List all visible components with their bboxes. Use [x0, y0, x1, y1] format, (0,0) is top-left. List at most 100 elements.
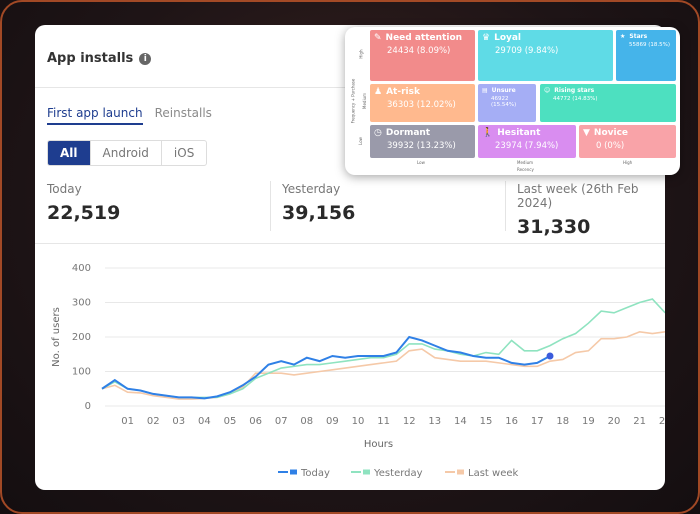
- y-tick-label: 200: [72, 332, 91, 343]
- segment-at-risk[interactable]: ♟ At-risk 36303 (12.02%): [370, 84, 475, 122]
- current-point-marker[interactable]: [546, 352, 554, 360]
- stat-label: Last week (26th Feb 2024): [517, 182, 639, 210]
- x-tick-label: 12: [403, 416, 416, 427]
- segment-stars[interactable]: ★ Stars 55869 (18.5%): [616, 30, 676, 81]
- crown-icon: ♛: [482, 33, 491, 43]
- series-line-today: [101, 335, 551, 400]
- tab-first-app-launch[interactable]: First app launch: [47, 106, 143, 125]
- x-tick-label: 08: [300, 416, 313, 427]
- series-line-yesterday: [101, 298, 665, 399]
- segment-value: 23974 (7.94%): [495, 141, 559, 151]
- x-tick-label: 17: [531, 416, 544, 427]
- x-tick-label: 07: [275, 416, 288, 427]
- card-title: App installs: [47, 51, 134, 66]
- user-circle-icon: ☺: [544, 87, 551, 94]
- segment-name: Dormant: [385, 128, 431, 138]
- x-tick-label: 02: [147, 416, 160, 427]
- x-tick-label: 01: [121, 416, 134, 427]
- x-axis-label: Recency: [517, 167, 534, 172]
- segment-value: 44772 (14.83%): [553, 96, 598, 102]
- x-tick-label: 14: [454, 416, 467, 427]
- legend-item[interactable]: Last week: [468, 468, 518, 479]
- divider: [270, 181, 271, 231]
- series-line-last-week: [101, 331, 665, 400]
- timer-icon: ◷: [374, 128, 382, 138]
- segment-novice[interactable]: ▼ Novice 0 (0%): [579, 125, 676, 158]
- y-tick-label: High: [358, 49, 364, 59]
- segment-value: 24434 (8.09%): [387, 46, 451, 56]
- platform-filter: All Android iOS: [47, 140, 208, 166]
- x-tick-label: 16: [505, 416, 518, 427]
- x-tick-label: 10: [352, 416, 365, 427]
- legend-item[interactable]: Yesterday: [373, 468, 423, 479]
- star-icon: ★: [620, 33, 626, 40]
- filter-all[interactable]: All: [48, 141, 91, 165]
- segment-need-attention[interactable]: ✎ Need attention 24434 (8.09%): [370, 30, 475, 81]
- stat-label: Today: [47, 182, 82, 196]
- segment-rising-stars[interactable]: ☺ Rising stars 44772 (14.83%): [540, 84, 676, 122]
- segment-name: Rising stars: [554, 87, 595, 94]
- segment-value: 0 (0%): [596, 141, 625, 151]
- segment-value: 55869 (18.5%): [629, 42, 671, 48]
- segment-name: At-risk: [386, 87, 420, 97]
- y-tick-label: 400: [72, 263, 91, 274]
- bell-icon: ♟: [374, 87, 383, 97]
- walking-icon: 🚶: [482, 128, 494, 138]
- list-icon: ▤: [482, 87, 488, 94]
- x-axis-label: Hours: [364, 439, 393, 450]
- info-icon[interactable]: i: [139, 52, 152, 65]
- segment-name: Need attention: [385, 33, 463, 43]
- card-header: App installs i: [47, 51, 152, 66]
- segment-dormant[interactable]: ◷ Dormant 39932 (13.23%): [370, 125, 475, 158]
- stat-yesterday: Yesterday 39,156: [282, 182, 355, 224]
- segment-hesitant[interactable]: 🚶 Hesitant 23974 (7.94%): [478, 125, 576, 158]
- segment-name: Hesitant: [497, 128, 541, 138]
- segment-value: 29709 (9.84%): [495, 46, 559, 56]
- tabs: First app launch Reinstalls: [47, 106, 212, 125]
- segment-unsure[interactable]: ▤ Unsure 46922 (15.54%): [478, 84, 536, 122]
- x-tick-label: High: [623, 160, 633, 165]
- y-tick-label: 0: [85, 401, 91, 412]
- legend-swatch: [363, 469, 370, 475]
- segment-value: 39932 (13.23%): [387, 141, 456, 151]
- pin-icon: ✎: [374, 33, 382, 43]
- x-tick-label: 19: [582, 416, 595, 427]
- x-tick-label: 05: [224, 416, 237, 427]
- tab-reinstalls[interactable]: Reinstalls: [154, 106, 212, 120]
- x-tick-label: 11: [377, 416, 390, 427]
- x-tick-label: 15: [480, 416, 493, 427]
- y-tick-label: 300: [72, 298, 91, 309]
- segment-value: 46922 (15.54%): [491, 96, 517, 108]
- filter-android[interactable]: Android: [91, 141, 162, 165]
- legend-item[interactable]: Today: [300, 468, 330, 479]
- y-tick-label: 100: [72, 367, 91, 378]
- y-tick-label: Low: [357, 137, 363, 145]
- x-tick-label: Medium: [517, 160, 533, 165]
- installs-line-chart: 0 100 200 300 400 01 02 03 04 05 06 07 08 09 10 11 12 13 1…: [51, 263, 665, 479]
- legend-swatch: [290, 469, 297, 475]
- x-tick-label: 04: [198, 416, 211, 427]
- divider: [35, 243, 665, 244]
- stat-label: Yesterday: [282, 182, 341, 196]
- segment-name: Loyal: [494, 33, 522, 43]
- x-tick-label: 09: [326, 416, 339, 427]
- x-tick-label: 21: [633, 416, 646, 427]
- legend-swatch: [457, 469, 464, 475]
- segment-loyal[interactable]: ♛ Loyal 29709 (9.84%): [478, 30, 613, 81]
- segment-value: 36303 (12.02%): [387, 100, 456, 110]
- x-tick-label: 06: [249, 416, 262, 427]
- y-axis-label: No. of users: [51, 307, 62, 367]
- segment-name: Unsure: [491, 87, 516, 94]
- segments-treemap-card: ✎ Need attention 24434 (8.09%) ♛ Loyal 29709 …: [345, 27, 680, 175]
- x-tick-label: 20: [608, 416, 621, 427]
- stat-today: Today 22,519: [47, 182, 120, 224]
- stat-value: 31,330: [517, 216, 591, 238]
- x-tick-label: 18: [556, 416, 569, 427]
- shield-icon: ▼: [583, 128, 590, 138]
- x-tick-label: Low: [417, 160, 425, 165]
- filter-ios[interactable]: iOS: [173, 146, 195, 160]
- divider: [505, 181, 506, 231]
- stat-value: 39,156: [282, 202, 356, 224]
- x-tick-label: 22: [659, 416, 665, 427]
